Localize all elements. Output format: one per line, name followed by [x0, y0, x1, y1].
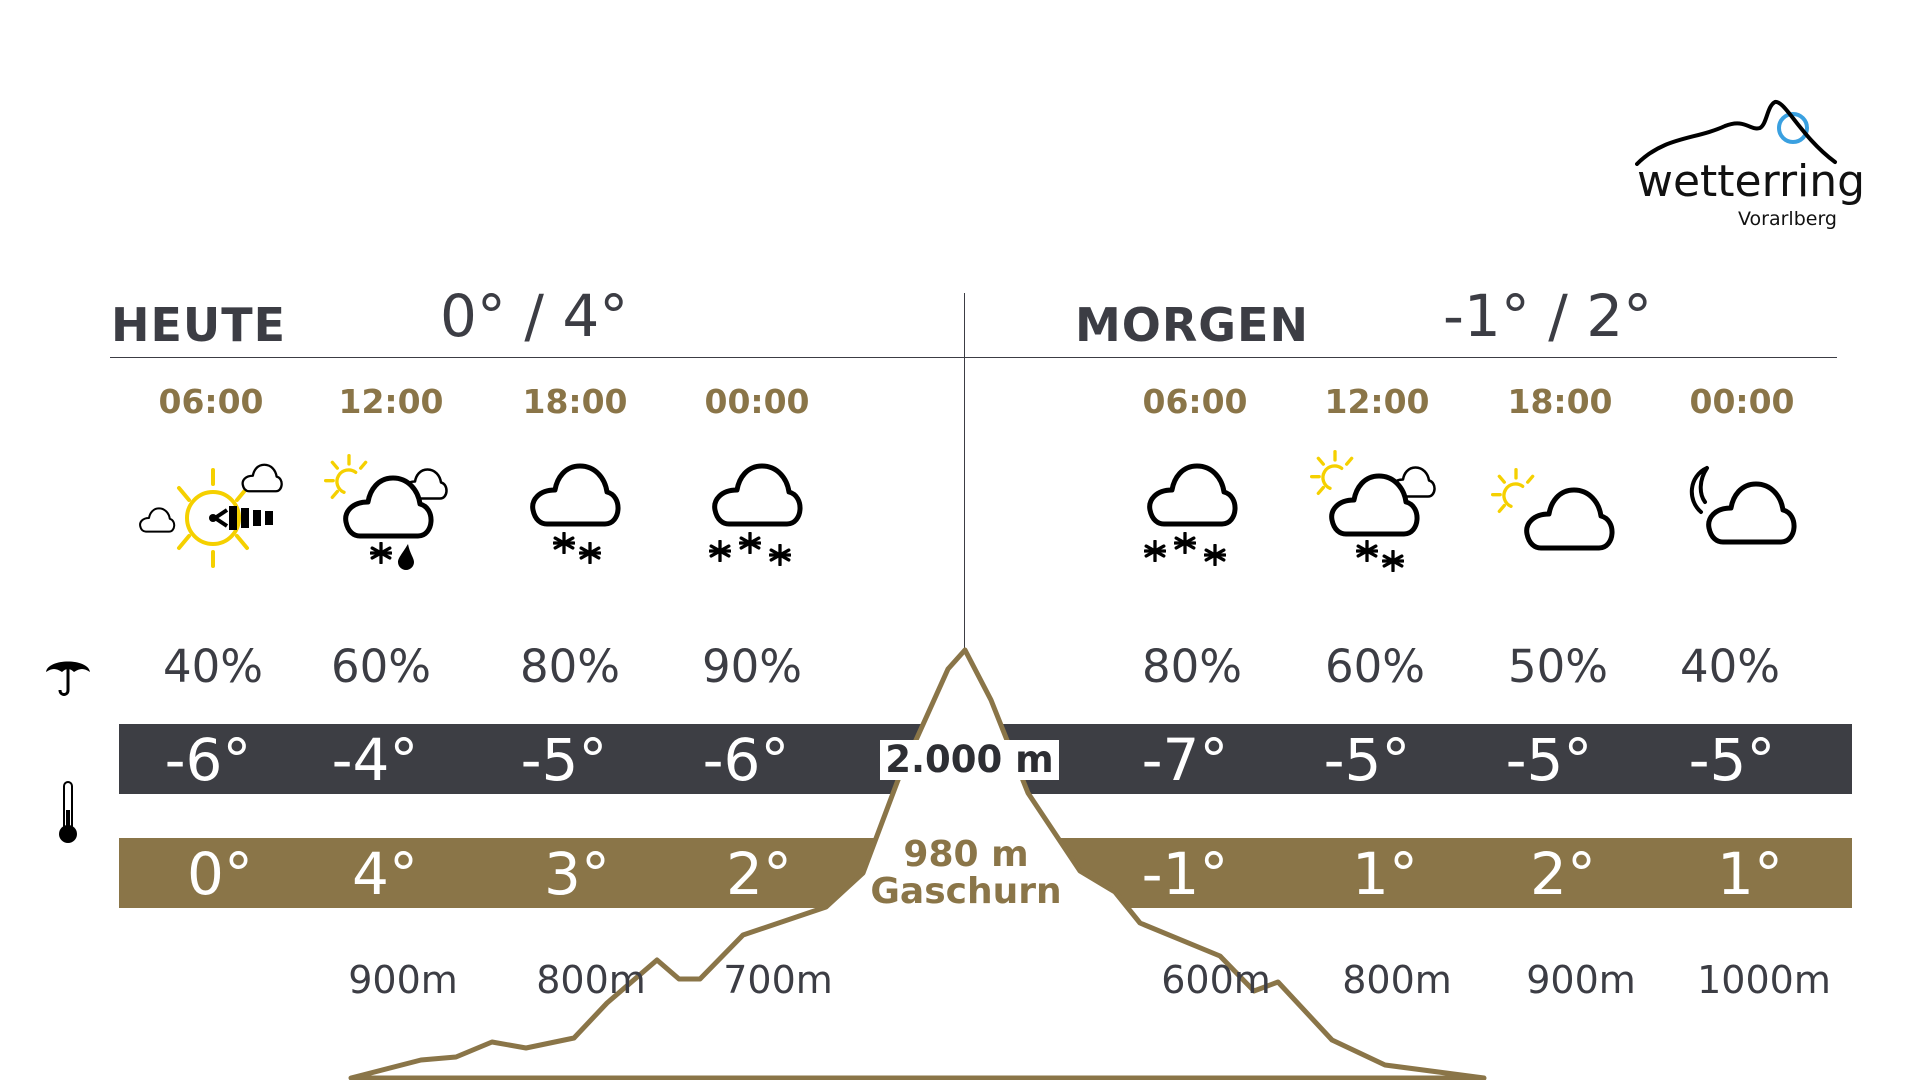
time-tomorrow-1800: 18:00 — [1507, 382, 1613, 421]
day-label-today: HEUTE — [111, 298, 287, 352]
temp980-today-1800: 3° — [544, 840, 610, 908]
wetterring-logo: wetterring Vorarlberg — [1635, 96, 1865, 231]
temp2000-today-1800: -5° — [520, 726, 608, 794]
snowline-tomorrow-0600: 600m — [1161, 958, 1271, 1002]
precip-tomorrow-0000: 40% — [1679, 640, 1781, 693]
moon-cloud-icon — [1690, 466, 1817, 588]
precip-today-0600: 40% — [162, 640, 264, 693]
altitude-low-label: 980 m Gaschurn — [870, 836, 1061, 910]
mountain-logo-icon — [1635, 100, 1837, 166]
temp2000-today-0000: -6° — [702, 726, 790, 794]
precip-today-1800: 80% — [519, 640, 621, 693]
time-today-1800: 18:00 — [522, 382, 628, 421]
temp980-today-1200: 4° — [352, 840, 418, 908]
logo-region: Vorarlberg — [1738, 208, 1837, 230]
precip-today-0000: 90% — [701, 640, 803, 693]
precip-today-1200: 60% — [330, 640, 432, 693]
temp980-tomorrow-1200: 1° — [1352, 840, 1418, 908]
today-temp-range: 0° / 4° — [440, 282, 629, 350]
snowline-today-1800: 800m — [536, 958, 646, 1002]
altitude-high-label: 2.000 m — [880, 740, 1059, 780]
thermometer-icon — [59, 781, 77, 843]
day-label-tomorrow: MORGEN — [1075, 298, 1309, 352]
sun-wind-clouds-icon — [139, 463, 283, 568]
temp2000-tomorrow-1200: -5° — [1323, 726, 1411, 794]
time-tomorrow-1200: 12:00 — [1324, 382, 1430, 421]
umbrella-icon — [46, 661, 90, 696]
temp2000-tomorrow-1800: -5° — [1505, 726, 1593, 794]
time-today-0000: 00:00 — [704, 382, 810, 421]
time-today-0600: 06:00 — [158, 382, 264, 421]
time-tomorrow-0000: 00:00 — [1689, 382, 1795, 421]
snowline-tomorrow-0000: 1000m — [1697, 958, 1831, 1002]
temp2000-tomorrow-0600: -7° — [1141, 726, 1229, 794]
temp980-tomorrow-0600: -1° — [1141, 840, 1229, 908]
precip-tomorrow-0600: 80% — [1141, 640, 1243, 693]
time-today-1200: 12:00 — [338, 382, 444, 421]
temp2000-tomorrow-0000: -5° — [1688, 726, 1776, 794]
day-divider — [964, 293, 965, 650]
temp980-tomorrow-0000: 1° — [1717, 840, 1783, 908]
logo-wordmark: wetterring — [1637, 156, 1866, 207]
location-name: Gaschurn — [870, 871, 1062, 912]
temp980-today-0600: 0° — [187, 840, 253, 908]
header-divider — [110, 357, 1837, 358]
temp2000-today-1200: -4° — [331, 726, 419, 794]
snowline-tomorrow-1800: 900m — [1526, 958, 1636, 1002]
precip-tomorrow-1800: 50% — [1507, 640, 1609, 693]
snowline-today-1200: 900m — [348, 958, 458, 1002]
tomorrow-temp-range: -1° / 2° — [1443, 282, 1653, 350]
temp980-today-0000: 2° — [726, 840, 792, 908]
snowline-tomorrow-1200: 800m — [1342, 958, 1452, 1002]
precip-tomorrow-1200: 60% — [1324, 640, 1426, 693]
sun-cloud-sleet-icon — [324, 454, 448, 570]
temp980-tomorrow-1800: 2° — [1530, 840, 1596, 908]
altitude-low-value: 980 m — [903, 834, 1029, 875]
temp2000-today-0600: -6° — [164, 726, 252, 794]
time-tomorrow-0600: 06:00 — [1142, 382, 1248, 421]
snowline-today-0000: 700m — [723, 958, 833, 1002]
